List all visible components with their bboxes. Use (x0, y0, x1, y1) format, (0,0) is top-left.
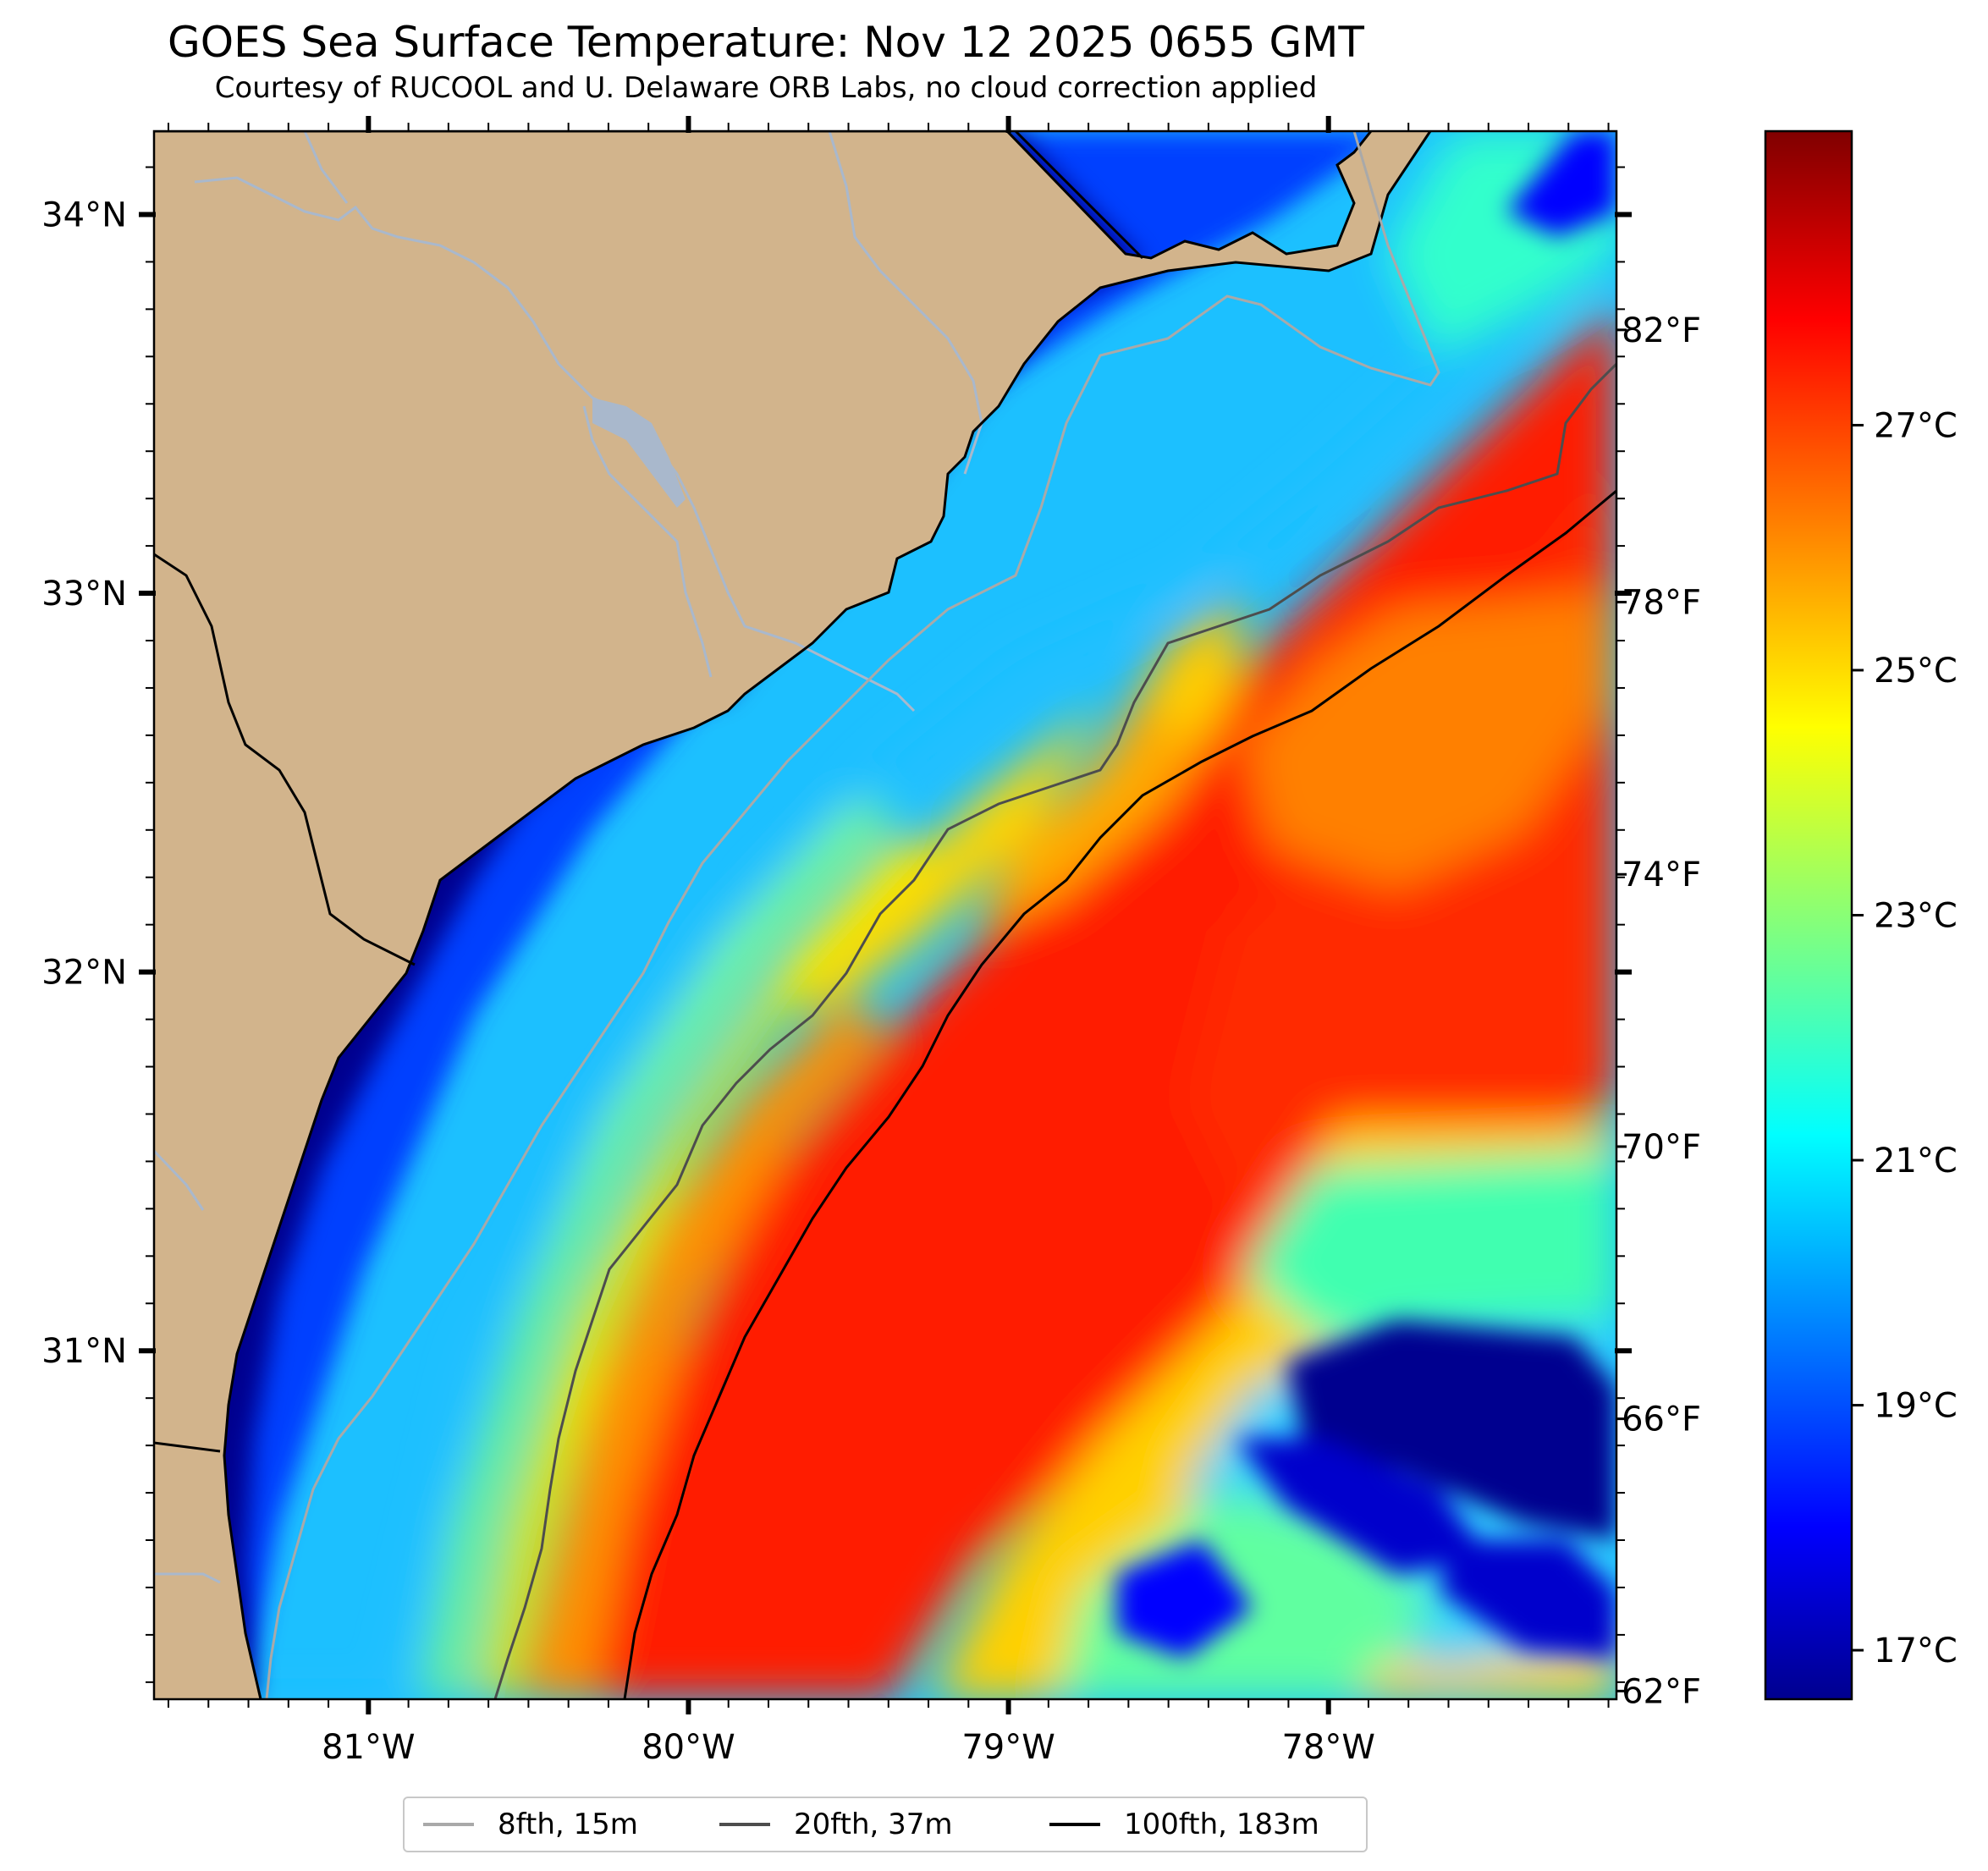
lon-tick-label: 81°W (322, 1728, 415, 1767)
lat-tick-label: 34°N (41, 195, 127, 234)
lon-tick-label: 80°W (642, 1728, 735, 1767)
isobath-8fth (265, 131, 1440, 1699)
lat-tick-label: 33°N (41, 575, 127, 614)
legend-swatch-8fth (423, 1823, 474, 1826)
colorbar-c-label: 19°C (1874, 1387, 1958, 1426)
lon-tick-label: 79°W (961, 1728, 1055, 1767)
legend-entry-8fth: 8fth, 15m (423, 1798, 638, 1851)
lon-tick-label: 78°W (1281, 1728, 1374, 1767)
colorbar-f-label: 70°F (1622, 1128, 1701, 1167)
colorbar (1764, 129, 1853, 1701)
map-frame (152, 129, 1618, 1701)
state-borders (154, 131, 1144, 1453)
lat-tick-label: 31°N (41, 1332, 127, 1371)
colorbar-f-label: 78°F (1622, 584, 1701, 623)
colorbar-celsius-ticks: 17°C 19°C 21°C 23°C 25°C 27°C (1852, 406, 1958, 1670)
colorbar-c-label: 25°C (1874, 652, 1958, 691)
isobath-100fth (623, 489, 1616, 1699)
coastline (154, 131, 1432, 1699)
colorbar-c-label: 21°C (1874, 1142, 1958, 1180)
colorbar-c-label: 23°C (1874, 897, 1958, 936)
legend-swatch-20fth (719, 1823, 770, 1826)
isobath-20fth (493, 362, 1616, 1699)
colorbar-f-label: 62°F (1622, 1672, 1701, 1711)
legend-label-8fth: 8fth, 15m (498, 1808, 638, 1841)
reservoir (592, 398, 686, 508)
legend-swatch-100fth (1049, 1823, 1100, 1826)
longitude-ticks: 81°W 80°W 79°W 78°W (168, 116, 1610, 1767)
isobath-legend: 8fth, 15m 20fth, 37m 100fth, 183m (403, 1797, 1368, 1852)
colorbar-c-label: 17°C (1874, 1632, 1958, 1670)
colorbar-c-label: 27°C (1874, 406, 1958, 445)
legend-entry-20fth: 20fth, 37m (719, 1798, 953, 1851)
rivers (154, 131, 983, 1584)
lat-tick-label: 32°N (41, 954, 127, 993)
colorbar-f-label: 66°F (1622, 1400, 1701, 1439)
colorbar-f-label: 74°F (1622, 856, 1701, 894)
latitude-ticks: 34°N 33°N 32°N 31°N (41, 166, 1632, 1683)
legend-label-100fth: 100fth, 183m (1124, 1808, 1319, 1841)
legend-entry-100fth: 100fth, 183m (1049, 1798, 1319, 1851)
chart-title: GOES Sea Surface Temperature: Nov 12 202… (168, 18, 1364, 67)
map-plot-area (154, 131, 1616, 1699)
colorbar-fahrenheit-ticks: 62°F 66°F 70°F 74°F 78°F 82°F (1616, 311, 1701, 1711)
colorbar-f-label: 82°F (1622, 311, 1701, 350)
land-mass (154, 131, 1430, 1699)
legend-label-20fth: 20fth, 37m (794, 1808, 953, 1841)
chart-subtitle: Courtesy of RUCOOL and U. Delaware ORB L… (214, 71, 1318, 105)
